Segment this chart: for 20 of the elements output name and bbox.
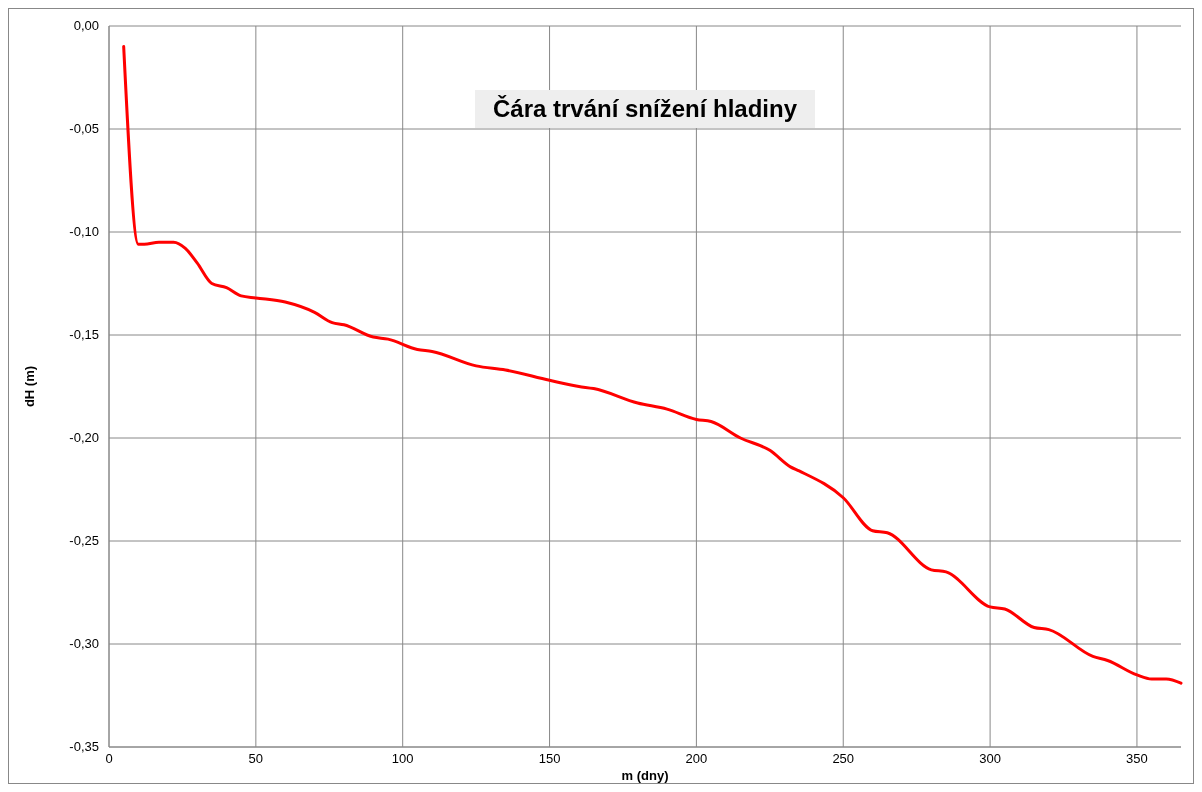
x-tick-label: 350	[1126, 751, 1148, 766]
text: Čára trvání snížení hladiny	[492, 95, 798, 122]
x-tick-label: 100	[391, 751, 414, 766]
y-tick-label: 0,00	[73, 18, 99, 33]
x-axis-title: m (dny)	[621, 768, 669, 783]
y-tick-label: -0,10	[69, 224, 99, 239]
x-tick-label: 150	[538, 751, 561, 766]
y-tick-label: -0,25	[69, 533, 99, 548]
x-tick-label: 0	[105, 751, 113, 766]
x-tick-label: 50	[248, 751, 264, 766]
x-tick-label: 250	[832, 751, 855, 766]
y-tick-label: -0,20	[69, 430, 99, 445]
y-tick-label: -0,30	[69, 636, 99, 651]
x-tick-label: 300	[979, 751, 1001, 766]
line-series	[122, 45, 1183, 685]
y-axis-title: dH (m)	[22, 365, 37, 408]
y-tick-label: -0,15	[69, 327, 99, 342]
y-tick-label: -0,05	[69, 121, 99, 136]
x-tick-label: 200	[685, 751, 708, 766]
y-tick-label: -0,35	[69, 739, 99, 754]
